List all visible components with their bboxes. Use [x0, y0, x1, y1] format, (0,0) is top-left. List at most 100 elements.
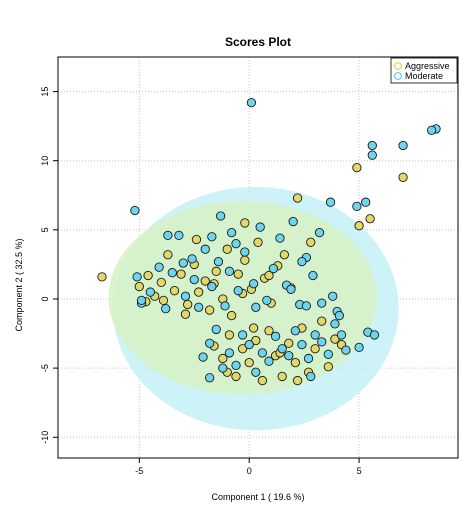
y-tick-label: -5	[40, 364, 50, 372]
point-moderate	[367, 140, 377, 151]
point-moderate	[277, 344, 287, 354]
point-moderate	[174, 230, 184, 241]
point-aggressive	[264, 326, 274, 336]
point-moderate	[211, 324, 221, 335]
point-aggressive	[306, 237, 316, 247]
point-aggressive	[204, 305, 215, 315]
x-tick-label: -5	[135, 466, 143, 476]
legend-marker-aggressive	[393, 61, 403, 71]
y-axis-label: Component 2 ( 32.5 %)	[14, 238, 24, 331]
point-aggressive	[310, 344, 320, 354]
y-tick-label: 5	[40, 227, 50, 232]
point-aggressive	[257, 375, 268, 386]
point-moderate	[257, 348, 268, 358]
legend-label-aggressive: Aggressive	[405, 61, 450, 71]
point-moderate	[328, 291, 338, 301]
point-moderate	[323, 349, 333, 359]
point-moderate	[215, 211, 226, 221]
point-moderate	[207, 232, 217, 242]
point-aggressive	[194, 287, 204, 297]
point-aggressive	[284, 338, 294, 348]
point-moderate	[301, 301, 312, 311]
data-points	[97, 97, 441, 386]
point-moderate	[264, 356, 274, 366]
point-moderate	[297, 339, 307, 350]
point-moderate	[198, 352, 208, 362]
point-moderate	[154, 262, 164, 272]
legend-marker-moderate	[393, 71, 403, 81]
point-moderate	[136, 295, 147, 306]
point-moderate	[163, 230, 173, 241]
point-moderate	[248, 279, 259, 289]
chart-title: Scores Plot	[225, 35, 291, 49]
point-aggressive	[253, 237, 263, 247]
point-moderate	[330, 319, 340, 329]
point-moderate	[288, 216, 298, 227]
legend-label-moderate: Moderate	[405, 71, 443, 81]
axes: -5 0 5 -10 -5 0 5 10 15	[40, 87, 362, 476]
point-moderate	[317, 337, 327, 347]
point-aggressive	[200, 276, 210, 286]
point-aggressive	[240, 218, 250, 228]
point-aggressive	[143, 270, 153, 281]
x-tick-label: 0	[247, 466, 252, 476]
point-moderate	[336, 330, 347, 340]
point-moderate	[145, 287, 155, 297]
point-moderate	[233, 286, 243, 296]
point-moderate	[251, 367, 261, 377]
point-moderate	[310, 330, 320, 340]
point-moderate	[178, 258, 188, 268]
point-aggressive	[226, 310, 237, 321]
point-moderate	[204, 373, 215, 383]
point-aggressive	[237, 344, 248, 354]
point-aggressive	[169, 286, 180, 296]
point-moderate	[237, 330, 248, 340]
y-tick-label: 15	[40, 87, 50, 97]
point-moderate	[231, 360, 241, 371]
y-tick-label: 10	[40, 156, 50, 166]
point-moderate	[268, 263, 279, 274]
point-moderate	[255, 222, 265, 232]
point-moderate	[246, 97, 257, 108]
point-moderate	[204, 338, 215, 348]
y-tick-label: 0	[40, 296, 50, 301]
point-moderate	[167, 268, 177, 278]
point-aggressive	[323, 362, 333, 372]
point-moderate	[308, 270, 318, 281]
point-aggressive	[176, 269, 186, 279]
point-moderate	[334, 310, 344, 321]
point-moderate	[231, 239, 241, 249]
point-moderate	[303, 353, 314, 364]
point-aggressive	[292, 375, 303, 386]
point-moderate	[220, 301, 230, 311]
point-moderate	[354, 342, 364, 353]
point-aggressive	[330, 334, 340, 344]
point-aggressive	[222, 244, 232, 254]
y-tick-label: -10	[40, 431, 50, 444]
point-moderate	[194, 302, 204, 312]
point-aggressive	[224, 330, 235, 340]
point-aggressive	[354, 221, 364, 231]
point-aggressive	[163, 250, 173, 260]
point-moderate	[213, 256, 224, 267]
point-aggressive	[231, 371, 241, 382]
point-aggressive	[251, 335, 261, 346]
point-aggressive	[191, 234, 202, 245]
point-aggressive	[158, 295, 169, 306]
point-aggressive	[183, 299, 193, 310]
point-moderate	[207, 281, 217, 292]
point-aggressive	[317, 316, 327, 326]
point-moderate	[187, 254, 197, 264]
point-aggressive	[365, 214, 375, 224]
point-moderate	[369, 330, 380, 340]
point-moderate	[275, 233, 285, 243]
point-aggressive	[277, 371, 287, 382]
point-moderate	[189, 274, 199, 285]
point-aggressive	[97, 272, 107, 282]
point-moderate	[325, 197, 336, 207]
point-moderate	[341, 345, 351, 355]
point-moderate	[200, 244, 210, 254]
point-moderate	[244, 339, 254, 350]
